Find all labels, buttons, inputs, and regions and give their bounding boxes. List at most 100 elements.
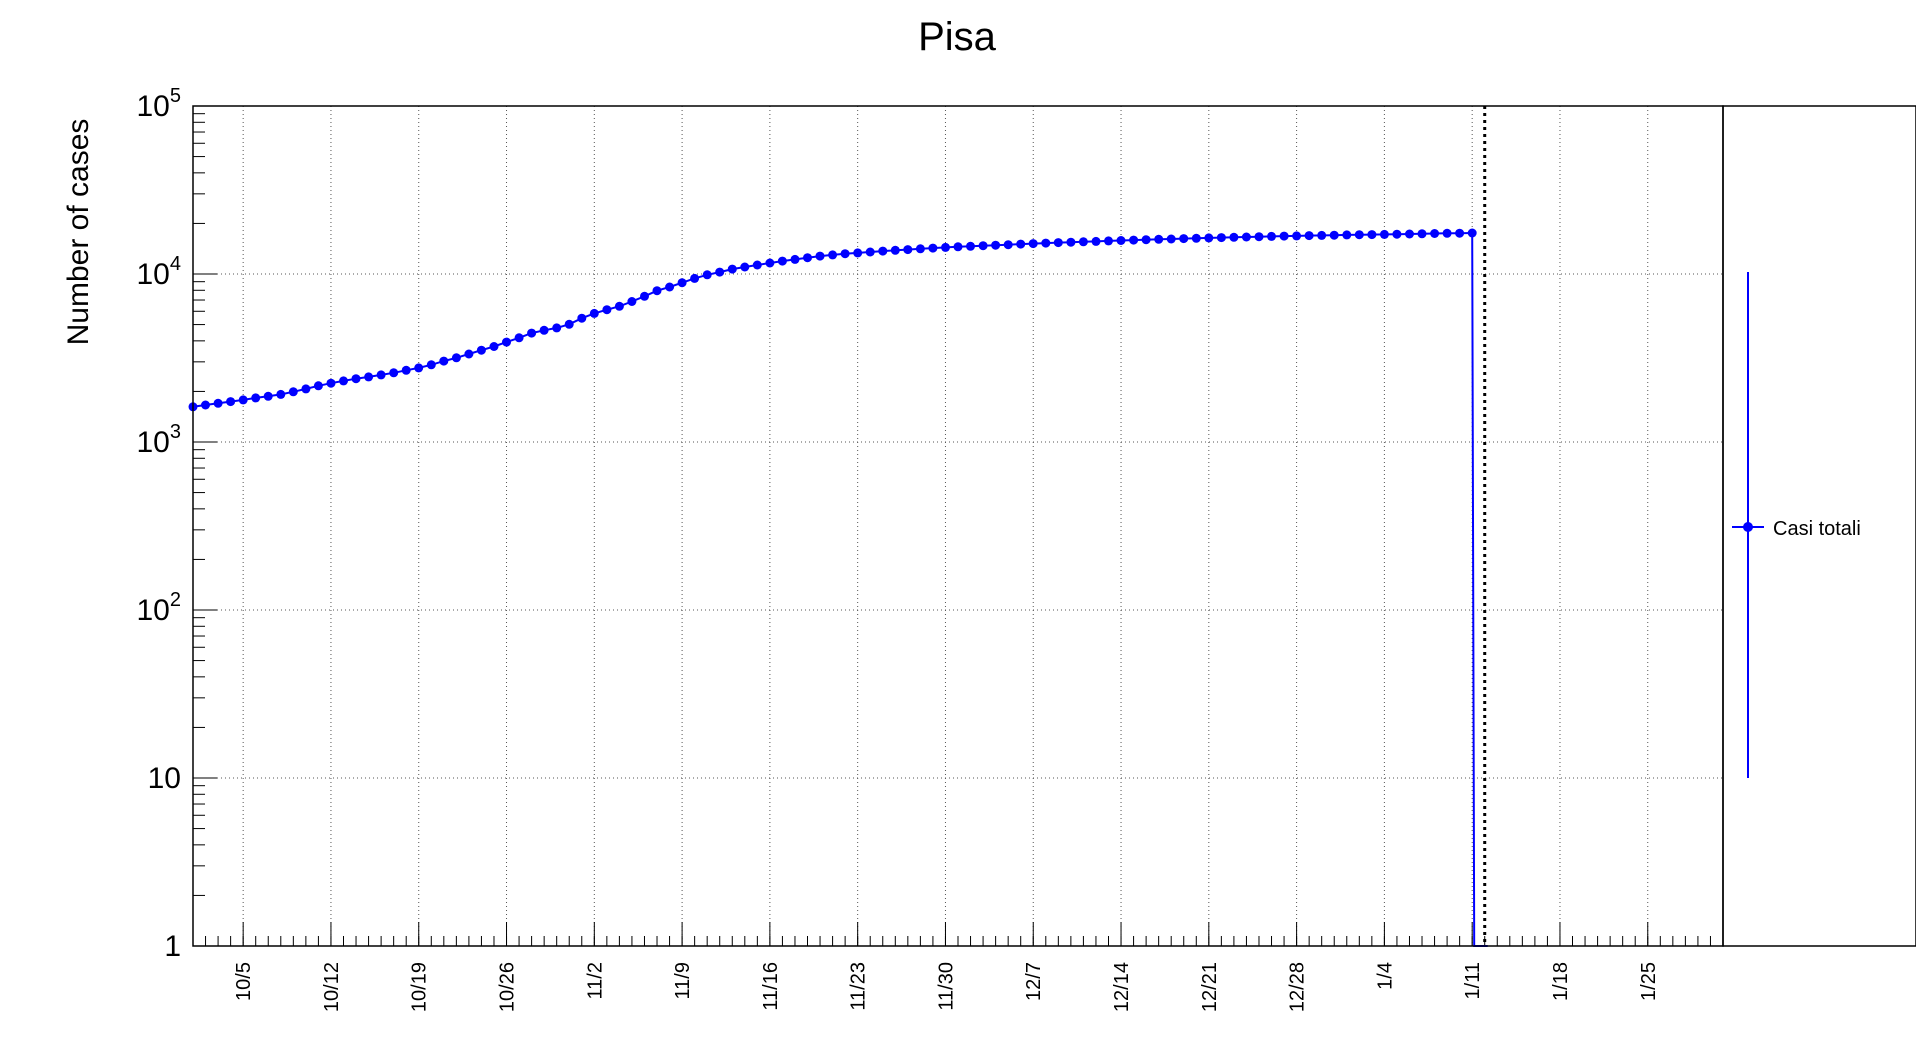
- y-tick-label-exponent: 4: [170, 253, 181, 275]
- data-point: [803, 253, 812, 263]
- data-point: [1154, 234, 1164, 244]
- data-point: [1442, 228, 1452, 238]
- data-point: [201, 400, 210, 410]
- data-point: [301, 384, 311, 394]
- data-point: [1267, 231, 1276, 241]
- data-point: [1179, 234, 1189, 244]
- legend-box: [1722, 105, 1916, 947]
- x-tick-label: 12/14: [1111, 962, 1133, 1012]
- data-point: [213, 398, 223, 408]
- data-point: [351, 374, 361, 384]
- data-point: [426, 360, 436, 370]
- y-tick-label-base: 1: [164, 930, 181, 963]
- data-point: [1041, 238, 1051, 248]
- data-point: [514, 333, 524, 343]
- y-tick-label: 105: [137, 85, 182, 123]
- data-point: [1254, 232, 1264, 242]
- data-point: [527, 328, 537, 338]
- data-point: [1342, 230, 1352, 240]
- data-point: [602, 305, 612, 315]
- data-point: [928, 243, 938, 253]
- y-tick-label-base: 10: [137, 594, 170, 627]
- x-tick-label: 11/2: [584, 962, 606, 999]
- legend: Casi totali: [1722, 105, 1916, 947]
- data-point: [1430, 229, 1440, 238]
- data-point: [1354, 230, 1364, 240]
- data-point: [276, 389, 286, 399]
- data-point: [953, 242, 963, 252]
- data-point: [1455, 228, 1465, 238]
- data-point: [966, 241, 975, 251]
- data-point: [464, 349, 474, 359]
- data-point: [288, 387, 298, 397]
- data-point: [1279, 231, 1289, 241]
- y-axis-label: Number of cases: [62, 119, 95, 346]
- data-point: [451, 353, 461, 363]
- data-point: [376, 370, 386, 380]
- data-point: [1241, 232, 1251, 242]
- x-tick-label: 1/25: [1638, 962, 1660, 1001]
- data-point: [1216, 233, 1226, 243]
- data-point: [1367, 230, 1377, 240]
- data-point: [564, 319, 574, 329]
- data-point: [1028, 239, 1038, 249]
- x-tick-label: 10/26: [497, 962, 519, 1012]
- data-point: [439, 356, 449, 366]
- data-point: [1392, 229, 1402, 239]
- data-point: [251, 393, 261, 403]
- data-point: [313, 381, 323, 391]
- legend-entry-label: Casi totali: [1773, 518, 1861, 540]
- data-point: [777, 256, 787, 266]
- data-point: [853, 248, 863, 258]
- axis-ticks: [192, 105, 1724, 947]
- data-point: [1417, 229, 1427, 239]
- data-point: [727, 264, 737, 274]
- data-point: [401, 365, 411, 375]
- data-point: [627, 297, 637, 306]
- data-point: [1053, 238, 1063, 248]
- data-point: [765, 258, 775, 268]
- data-point: [1104, 236, 1113, 246]
- data-point: [1091, 236, 1101, 246]
- data-point: [476, 345, 486, 355]
- data-point: [489, 342, 499, 351]
- data-point: [414, 363, 424, 373]
- data-point: [1292, 231, 1302, 241]
- data-point: [1141, 235, 1151, 245]
- data-point: [1129, 235, 1139, 245]
- x-tick-label: 10/19: [409, 962, 431, 1012]
- plot-frame: [192, 105, 1724, 947]
- data-point: [226, 397, 236, 407]
- data-point: [752, 260, 762, 270]
- y-tick-label: 104: [137, 253, 182, 291]
- data-point: [677, 278, 687, 288]
- data-point: [339, 376, 348, 386]
- data-point: [652, 286, 662, 296]
- data-point: [840, 249, 850, 259]
- data-point: [815, 251, 825, 261]
- data-point: [878, 246, 888, 256]
- data-point: [1329, 230, 1339, 240]
- y-tick-label-exponent: 2: [170, 589, 181, 611]
- x-tick-label: 12/7: [1023, 962, 1045, 1001]
- chart-title: Pisa: [918, 15, 997, 59]
- x-tick-label: 11/16: [760, 962, 782, 1011]
- data-point: [614, 301, 624, 311]
- data-point: [865, 247, 875, 257]
- data-point: [640, 291, 649, 301]
- x-tick-label: 12/21: [1199, 962, 1221, 1012]
- y-tick-label: 102: [137, 589, 182, 627]
- x-tick-label: 1/18: [1550, 962, 1572, 1001]
- grid: [193, 106, 1723, 946]
- y-tick-label-base: 10: [137, 426, 170, 459]
- data-point: [828, 250, 838, 260]
- y-tick-label-base: 10: [137, 90, 170, 123]
- y-tick-label: 10: [148, 762, 181, 795]
- x-tick-label: 10/12: [321, 962, 343, 1012]
- y-tick-label-base: 10: [148, 762, 181, 795]
- data-point: [1317, 230, 1327, 240]
- x-tick-label: 1/11: [1462, 962, 1484, 999]
- y-tick-label-exponent: 3: [170, 421, 181, 443]
- data-point: [1191, 233, 1201, 243]
- data-point: [539, 325, 549, 335]
